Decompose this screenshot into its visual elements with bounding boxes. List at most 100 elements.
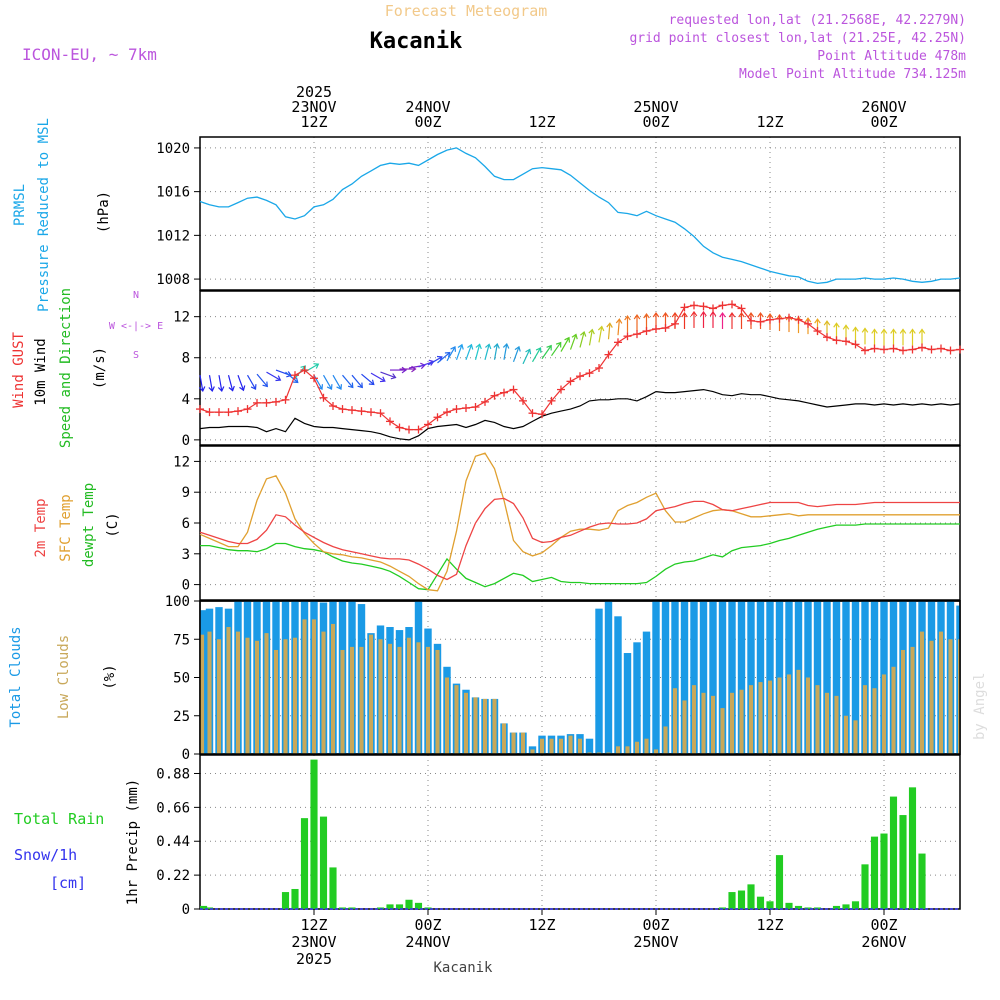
- temperature-panel: 0 3 6 9 12: [173, 445, 961, 601]
- arrow-head: [357, 382, 363, 389]
- low-cloud-bar: [948, 639, 953, 754]
- arrow-shaft: [227, 375, 234, 391]
- low-cloud-bar: [283, 639, 288, 754]
- rain-bar: [747, 884, 755, 909]
- low-cloud-bar: [691, 685, 697, 754]
- low-cloud-bar: [720, 708, 725, 754]
- arrow-shaft: [418, 360, 434, 368]
- arrow-head: [379, 376, 386, 383]
- arrow-shaft: [342, 374, 354, 388]
- precip-label-snow: Snow/1h: [14, 846, 77, 864]
- rain-bar: [880, 833, 888, 909]
- total-cloud-bar: [756, 601, 765, 754]
- arrow-head: [823, 320, 831, 326]
- rain-bar: [785, 902, 793, 909]
- low-cloud-bar: [729, 692, 735, 754]
- low-cloud-bar: [568, 735, 573, 754]
- arrow-shaft: [208, 375, 213, 392]
- arrow-head: [890, 328, 897, 334]
- gust-marker: [253, 398, 261, 407]
- point-altitude: Point Altitude 478m: [817, 49, 966, 64]
- prmsl-line: [199, 147, 961, 285]
- arrow-shaft: [465, 344, 473, 360]
- total-cloud-bar: [832, 601, 841, 754]
- arrow-head: [757, 311, 764, 318]
- precip-ytick-label: 0.88: [156, 766, 190, 782]
- wind-speed-line: [199, 388, 961, 441]
- arrow-head: [918, 328, 926, 334]
- rain-bar: [405, 899, 413, 909]
- arrow-head: [643, 312, 650, 319]
- total-cloud-bar: [595, 608, 603, 754]
- wind-direction-arrow: [332, 374, 343, 390]
- bottom-time-label: 00Z: [414, 916, 441, 934]
- gust-marker: [243, 405, 252, 414]
- gust-marker: [737, 304, 746, 313]
- pressure-ytick-label: 1012: [156, 228, 190, 244]
- wind-direction-arrow: [899, 328, 907, 346]
- total-cloud-bar: [851, 601, 860, 754]
- low-cloud-bar: [634, 741, 640, 754]
- wind-direction-arrow: [217, 375, 225, 392]
- gust-marker: [310, 374, 318, 383]
- low-cloud-bar: [786, 674, 792, 754]
- arrow-head: [326, 384, 333, 390]
- wind-ytick-label: 0: [182, 433, 190, 449]
- arrow-shaft: [256, 373, 268, 387]
- gust-marker: [547, 396, 556, 405]
- temp-label-sfc: SFC Temp: [58, 494, 74, 561]
- arrow-head: [871, 328, 878, 334]
- low-cloud-bar: [549, 738, 554, 754]
- gust-marker: [367, 408, 375, 417]
- top-time-label: 12Z: [528, 113, 555, 131]
- low-cloud-bar: [606, 752, 611, 754]
- low-cloud-bar: [492, 698, 497, 754]
- arrow-shaft: [266, 371, 281, 381]
- wind-direction-arrow: [909, 328, 916, 346]
- total-cloud-bar: [842, 601, 850, 754]
- arrow-head: [662, 311, 669, 318]
- arrow-shaft: [455, 344, 463, 360]
- rain-bar: [842, 904, 850, 909]
- gust-marker: [842, 337, 850, 346]
- wind-direction-arrow: [484, 343, 492, 360]
- arrow-head: [475, 343, 482, 350]
- gust-marker: [680, 303, 689, 312]
- wind-direction-arrow: [493, 342, 500, 360]
- watermark: by Angel: [972, 673, 988, 740]
- wind-direction-arrow: [624, 315, 631, 333]
- low-cloud-bar: [530, 749, 535, 754]
- arrow-head: [766, 312, 774, 319]
- temp-ytick-label: 6: [182, 516, 190, 532]
- arrow-head: [535, 347, 542, 353]
- wind-direction-arrow: [512, 345, 521, 363]
- low-cloud-bar: [406, 637, 412, 754]
- top-time-label: 24NOV: [405, 98, 450, 116]
- gust-marker: [471, 403, 480, 412]
- gust-marker: [566, 377, 575, 386]
- gust-marker: [699, 302, 708, 311]
- gust-marker: [405, 425, 413, 434]
- gust-marker: [481, 397, 489, 406]
- gust-marker: [300, 366, 309, 375]
- arrow-head: [597, 325, 605, 332]
- arrow-shaft: [332, 374, 342, 390]
- pressure-label-unit: (hPa): [96, 191, 112, 233]
- arrow-head: [208, 386, 215, 392]
- rain-bar: [918, 853, 926, 909]
- gust-marker: [500, 388, 508, 397]
- low-cloud-bar: [368, 634, 374, 754]
- arrow-head: [700, 310, 707, 317]
- arrow-shaft: [361, 373, 375, 385]
- location-title: Kacanik: [370, 29, 463, 54]
- wind-direction-arrow: [569, 333, 578, 350]
- low-cloud-bar: [264, 633, 269, 754]
- wind-direction-arrow: [246, 374, 257, 390]
- wind-direction-arrow: [719, 311, 726, 329]
- wind-direction-arrow: [615, 318, 623, 336]
- rain-bar: [395, 904, 404, 909]
- gust-marker: [870, 344, 879, 353]
- arrow-head: [606, 322, 613, 328]
- low-cloud-bar: [881, 674, 887, 754]
- rain-bar: [205, 907, 214, 909]
